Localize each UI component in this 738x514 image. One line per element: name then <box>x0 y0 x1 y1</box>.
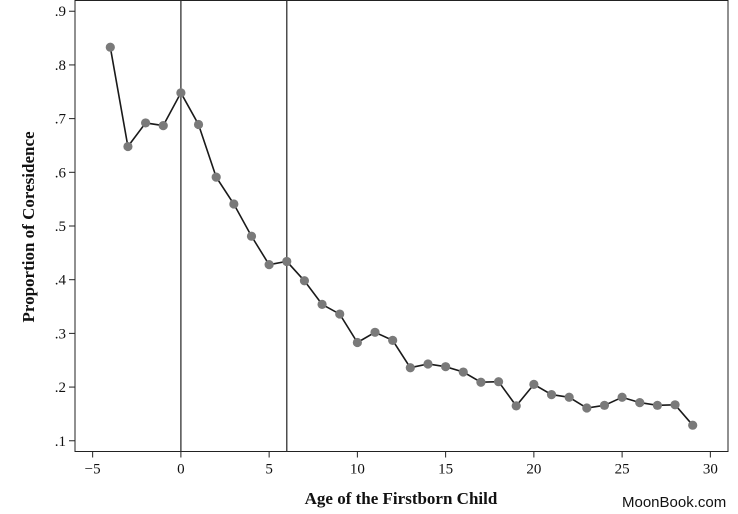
data-point <box>335 309 345 319</box>
data-point <box>388 335 398 345</box>
x-tick-label: 30 <box>703 462 718 478</box>
data-point <box>529 379 539 389</box>
data-point <box>458 367 468 377</box>
data-point <box>123 141 133 152</box>
x-tick-label: 25 <box>615 462 630 478</box>
x-tick-label: 20 <box>526 462 541 478</box>
data-point <box>688 420 698 430</box>
data-point <box>599 400 610 410</box>
watermark-text: MoonBook.com <box>622 494 727 511</box>
data-point <box>140 118 151 128</box>
data-point <box>423 359 433 369</box>
y-tick-label: .3 <box>55 326 66 342</box>
data-point <box>211 172 221 182</box>
y-tick-label: .4 <box>55 273 67 289</box>
x-tick-label: 0 <box>177 462 185 478</box>
series-line <box>109 47 694 426</box>
data-point <box>441 362 451 372</box>
data-point <box>299 276 310 286</box>
data-point <box>564 392 574 402</box>
x-tick-label: 15 <box>438 462 453 478</box>
y-tick-label: .7 <box>55 112 67 128</box>
y-tick-label: .2 <box>55 380 66 396</box>
y-axis: .1 .2 .3 .4 .5 .6 .7 .8 .9 <box>55 4 75 450</box>
data-point <box>546 389 557 400</box>
x-axis-title: Age of the Firstborn Child <box>305 489 498 508</box>
data-point <box>229 199 239 209</box>
y-axis-title: Proportion of Coresidence <box>19 131 38 323</box>
y-tick-label: .9 <box>55 4 66 20</box>
data-point <box>511 401 521 411</box>
reference-lines <box>180 0 288 452</box>
data-point <box>264 260 274 270</box>
data-point <box>476 377 486 387</box>
data-point <box>670 400 680 410</box>
y-tick-label: .5 <box>55 219 66 235</box>
data-point <box>652 400 663 410</box>
y-tick-label: .6 <box>55 165 67 181</box>
x-tick-label: 10 <box>350 462 365 478</box>
data-point <box>352 337 362 348</box>
data-point <box>282 256 292 267</box>
x-axis: −5 0 5 10 15 20 25 30 <box>85 451 718 478</box>
y-tick-label: .1 <box>55 434 66 450</box>
data-point <box>158 120 168 131</box>
data-point <box>582 403 592 413</box>
x-tick-label: 5 <box>265 462 273 478</box>
data-point <box>493 377 504 387</box>
data-point <box>176 88 186 98</box>
data-point <box>370 327 380 337</box>
data-point <box>193 119 204 130</box>
data-point <box>105 42 115 52</box>
data-series <box>105 42 698 430</box>
plot-frame <box>74 0 729 452</box>
data-point <box>317 299 327 309</box>
data-point <box>405 363 415 373</box>
data-point <box>246 231 257 241</box>
data-point <box>617 392 627 402</box>
data-point <box>635 398 645 408</box>
y-tick-label: .8 <box>55 58 66 74</box>
x-tick-label: −5 <box>85 462 101 478</box>
